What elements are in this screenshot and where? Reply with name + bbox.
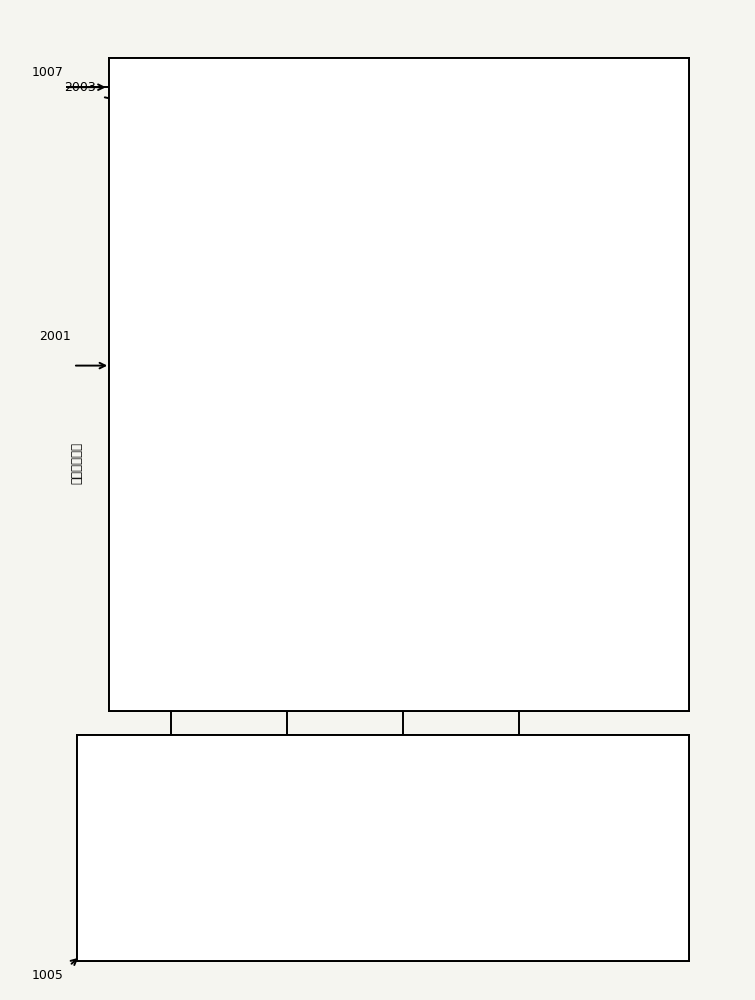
Bar [142, 97, 461, 313]
Bar [77, 735, 689, 961]
Text: B 模式: B 模式 [158, 853, 184, 866]
Text: 判定部: 判定部 [271, 330, 295, 343]
Text: 取得部: 取得部 [238, 517, 263, 531]
Text: 4002: 4002 [217, 743, 248, 756]
Bar [301, 126, 436, 289]
Text: 多普勒模式: 多普勒模式 [270, 853, 304, 866]
Text: 最大疾病: 最大疾病 [505, 853, 533, 866]
Bar [211, 260, 356, 370]
Text: 分数: 分数 [512, 887, 525, 900]
Text: 疾病分数: 疾病分数 [389, 870, 417, 883]
Text: 2003B: 2003B [462, 167, 503, 180]
Text: 2002: 2002 [140, 373, 172, 386]
Text: 炎症: 炎症 [360, 174, 377, 187]
Polygon shape [332, 812, 473, 941]
Text: 定量化部: 定量化部 [204, 225, 236, 238]
Text: 形态: 形态 [212, 174, 228, 187]
Bar [142, 404, 359, 596]
Text: 选择部: 选择部 [555, 183, 581, 197]
Bar [109, 58, 689, 711]
Text: 多普勒模式: 多普勒模式 [270, 853, 304, 866]
Text: 形态: 形态 [212, 174, 228, 187]
Text: 判定部: 判定部 [271, 330, 295, 343]
Bar [164, 126, 276, 289]
Text: 1005: 1005 [32, 969, 63, 982]
Text: 图像信号: 图像信号 [157, 887, 185, 900]
Text: B 模式: B 模式 [158, 853, 184, 866]
Text: 2001: 2001 [39, 330, 71, 343]
Text: 分数: 分数 [512, 887, 525, 900]
Text: 4003: 4003 [337, 743, 367, 756]
Bar [512, 130, 624, 250]
Bar [142, 404, 359, 596]
Text: 最大疾病: 最大疾病 [505, 853, 533, 866]
Text: 定量化部: 定量化部 [204, 225, 236, 238]
Text: 图像信号: 图像信号 [273, 887, 301, 900]
Polygon shape [100, 812, 242, 941]
Text: 评价对象: 评价对象 [267, 288, 299, 301]
Text: 炎症: 炎症 [360, 174, 377, 187]
Text: 4004: 4004 [453, 743, 483, 756]
Polygon shape [448, 812, 590, 941]
Text: 取得部: 取得部 [238, 517, 263, 531]
Circle shape [257, 397, 267, 411]
Text: 图像信号: 图像信号 [273, 887, 301, 900]
Bar [77, 735, 689, 961]
Text: 定量化部: 定量化部 [353, 225, 384, 238]
Text: 存储器: 存储器 [91, 836, 103, 860]
Text: 选择部: 选择部 [555, 183, 581, 197]
Text: 超声波图像: 超声波图像 [230, 469, 272, 483]
Text: 存储器: 存储器 [91, 836, 103, 860]
Text: 1007: 1007 [32, 66, 63, 79]
Bar [164, 126, 276, 289]
Text: 4001: 4001 [94, 743, 125, 756]
Text: 图像信号: 图像信号 [157, 887, 185, 900]
Text: 疾病定量化部: 疾病定量化部 [70, 442, 83, 484]
Polygon shape [216, 812, 358, 941]
Text: 超声波图像: 超声波图像 [230, 469, 272, 483]
Circle shape [676, 85, 687, 99]
Circle shape [208, 397, 219, 411]
Bar [211, 260, 356, 370]
Text: 评价对象: 评价对象 [267, 288, 299, 301]
Text: 2003: 2003 [64, 81, 96, 94]
Text: 定量化部: 定量化部 [353, 225, 384, 238]
Text: 疾病分数: 疾病分数 [389, 870, 417, 883]
Text: 2003A: 2003A [122, 81, 162, 94]
Bar [142, 97, 461, 313]
Bar [512, 130, 624, 250]
Text: 2004: 2004 [581, 86, 612, 99]
Bar [109, 58, 689, 711]
Bar [301, 126, 436, 289]
Text: 疾病分数计算部: 疾病分数计算部 [149, 140, 162, 189]
